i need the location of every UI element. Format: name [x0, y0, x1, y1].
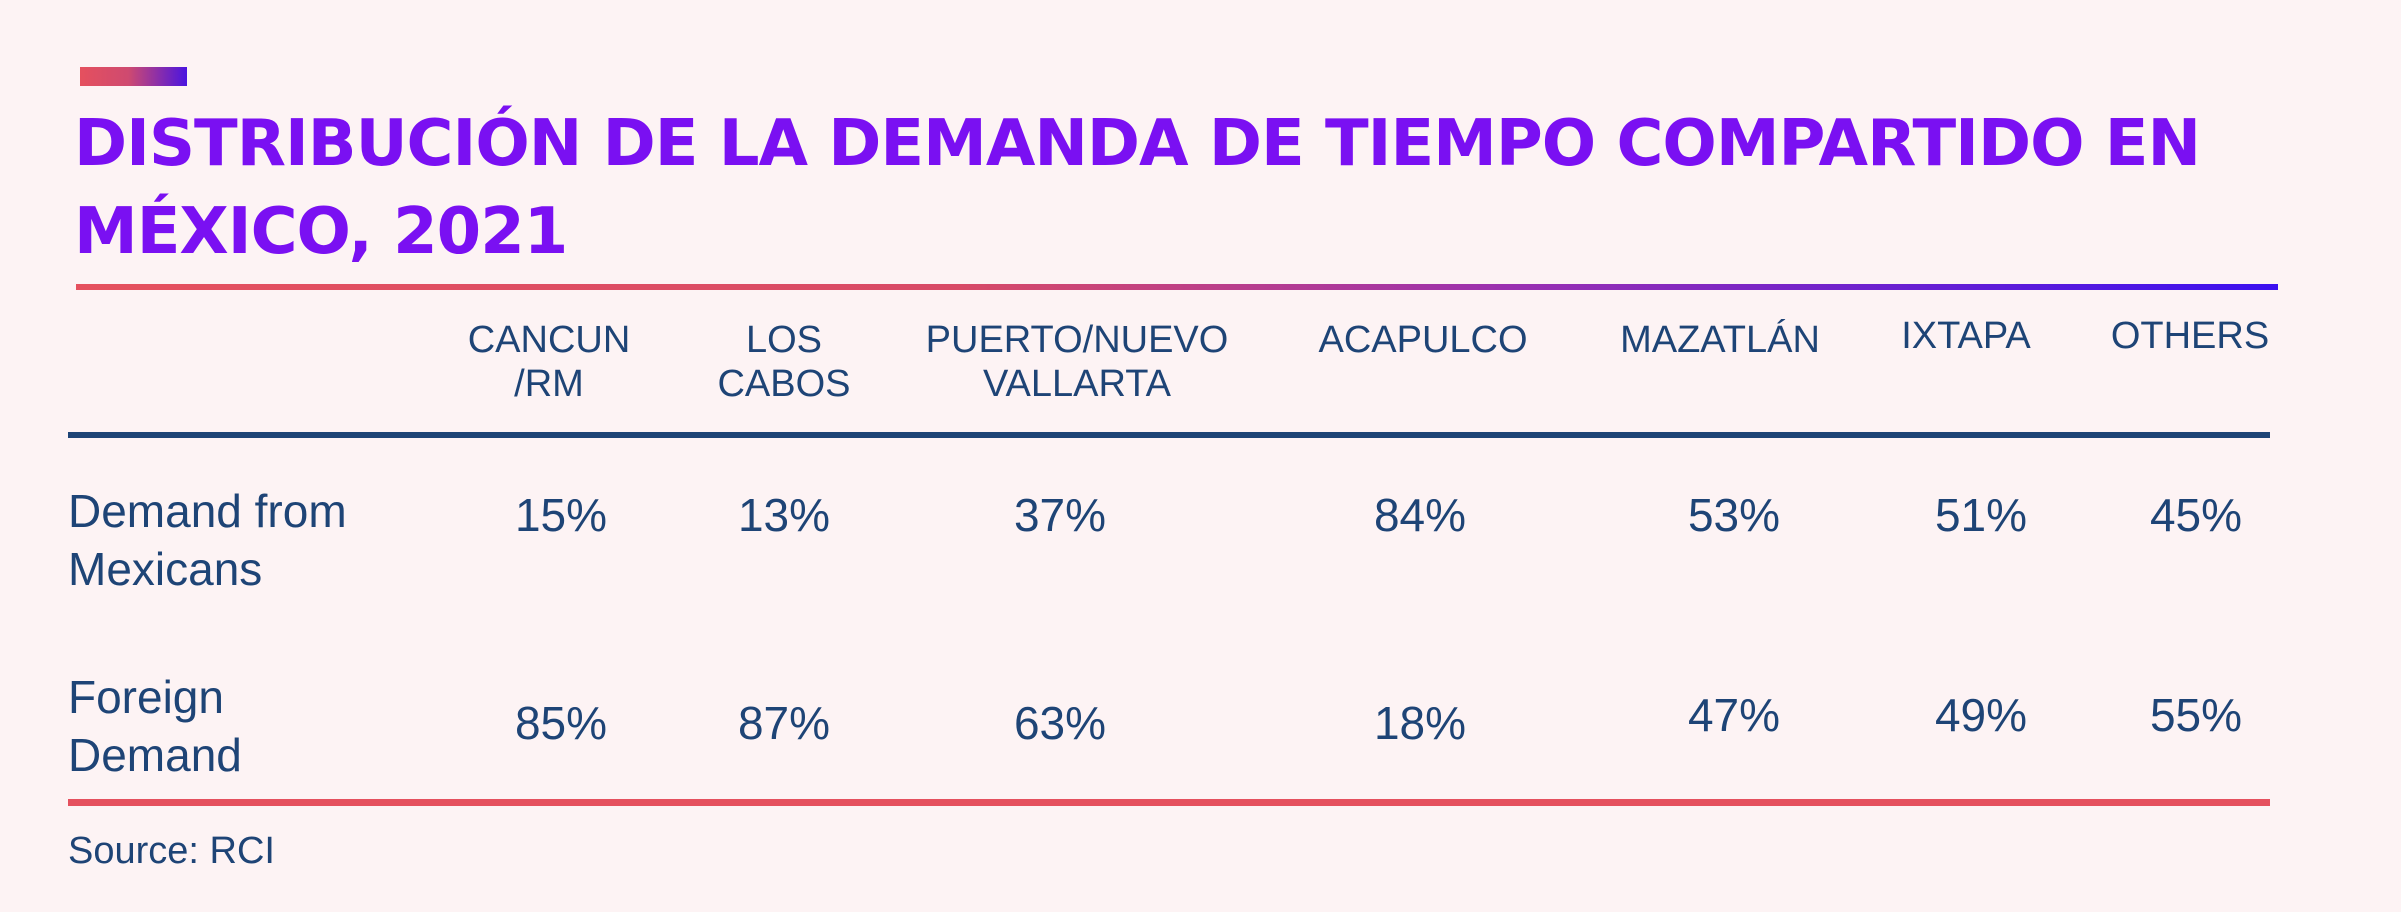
row-label: Foreign Demand	[68, 668, 428, 784]
column-header: IXTAPA	[1901, 314, 2031, 358]
row-label-line: Foreign	[68, 671, 224, 723]
table-bottom-divider	[68, 799, 2270, 806]
row-label: Demand from Mexicans	[68, 482, 428, 598]
table-cell: 85%	[514, 697, 608, 749]
column-header: PUERTO/NUEVO VALLARTA	[926, 318, 1229, 406]
column-header-line: MAZATLÁN	[1620, 319, 1820, 361]
column-header: ACAPULCO	[1318, 318, 1527, 362]
column-header-line: ACAPULCO	[1318, 319, 1528, 361]
table-cell: 18%	[1373, 697, 1467, 749]
column-header: CANCUN/RM	[468, 318, 631, 406]
page-title: DISTRIBUCIÓN DE LA DEMANDA DE TIEMPO COM…	[74, 107, 2201, 269]
source-note: Source: RCI	[68, 830, 275, 872]
table-cell: 47%	[1687, 689, 1781, 741]
table-cell: 13%	[737, 489, 831, 541]
column-header-line: IXTAPA	[1901, 315, 2031, 357]
header-divider	[68, 432, 2270, 438]
column-header-line: VALLARTA	[983, 363, 1171, 405]
table-cell: 53%	[1687, 489, 1781, 541]
title-divider	[76, 284, 2278, 290]
column-header: MAZATLÁN	[1620, 318, 1820, 362]
table-cell: 45%	[2149, 489, 2243, 541]
table-cell: 37%	[1013, 489, 1107, 541]
table-cell: 87%	[737, 697, 831, 749]
row-label-line: Demand from	[68, 485, 347, 537]
title-accent-bar	[80, 67, 187, 86]
column-header-line: LOS	[745, 319, 823, 361]
column-header-line: /RM	[514, 363, 584, 405]
row-label-line: Mexicans	[68, 543, 263, 595]
table-cell: 63%	[1013, 697, 1107, 749]
column-header-line: PUERTO/NUEVO	[925, 319, 1229, 361]
column-header: OTHERS	[2111, 314, 2269, 358]
row-label-line: Demand	[68, 729, 242, 781]
column-header-line: OTHERS	[2110, 315, 2270, 357]
table-cell: 51%	[1934, 489, 2028, 541]
table-cell: 55%	[2149, 689, 2243, 741]
column-header-line: CABOS	[717, 363, 851, 405]
table-cell: 49%	[1934, 689, 2028, 741]
table-cell: 15%	[514, 489, 608, 541]
column-header: LOS CABOS	[717, 318, 850, 406]
table-cell: 84%	[1373, 489, 1467, 541]
column-header-line: CANCUN	[467, 319, 631, 361]
